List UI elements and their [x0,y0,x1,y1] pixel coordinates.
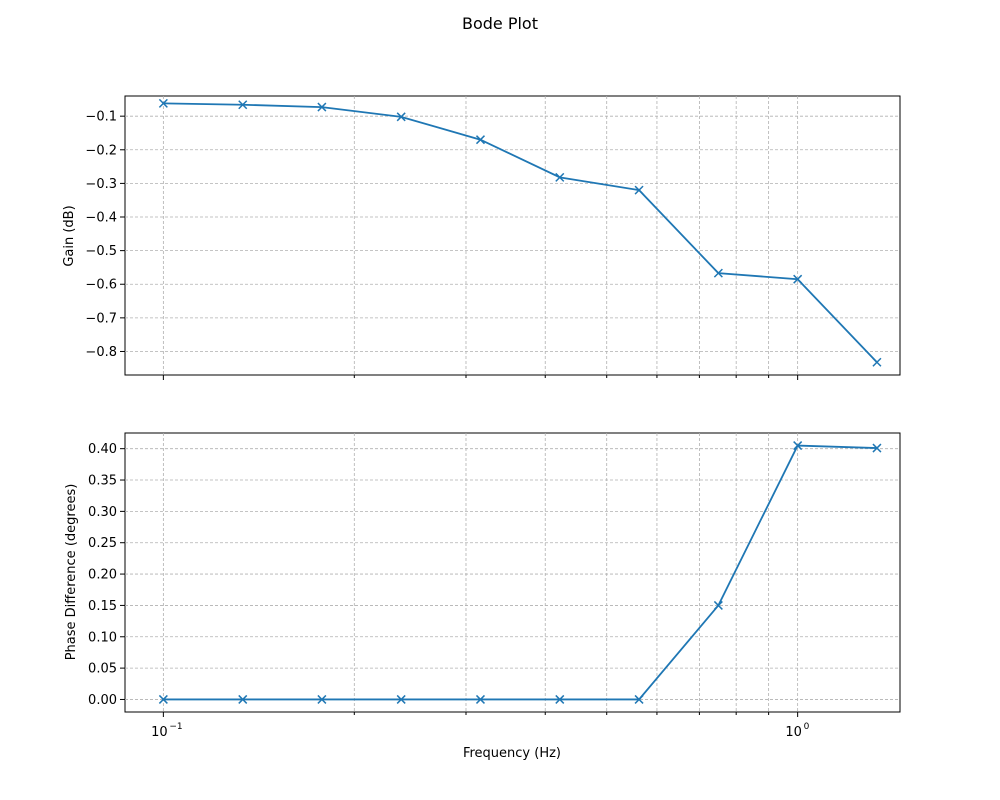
phase-x-tick-label: 10 [785,725,802,740]
gain-x-marker-stroke [475,135,486,145]
gain-grid [125,96,900,375]
phase-data-point [238,694,248,704]
phase-x-tick-exponent: 0 [804,722,810,732]
gain-data-point [713,268,723,278]
phase-data-point [475,694,486,704]
gain-data-point [317,102,327,112]
phase-plot-frame [124,432,901,713]
phase-y-tick-label: 0.20 [88,568,117,583]
phase-data-point [634,694,644,704]
gain-x-marker-stroke [634,185,644,195]
phase-y-tick-label: 0.35 [88,474,117,489]
gain-data-point [158,98,168,108]
phase-data-point [317,694,327,704]
phase-x-marker-stroke [317,694,327,704]
figure-title: Bode Plot [462,14,538,33]
phase-x-tick-exponent: −1 [169,722,182,732]
phase-x-marker-stroke [634,694,644,704]
phase-x-marker-stroke [793,441,803,451]
gain-x-marker-stroke [713,268,723,278]
gain-x-marker-stroke [158,98,168,108]
gain-series-line [163,102,878,363]
phase-y-tick-label: 0.15 [88,599,117,614]
gain-data-point [872,357,882,367]
gain-y-tick-label: −0.5 [85,244,117,259]
gain-y-axis-label: Gain (dB) [62,205,77,266]
phase-x-tick-label: 10 [151,725,168,740]
gain-y-tick-label: −0.7 [85,311,117,326]
phase-x-axis-label: Frequency (Hz) [463,746,561,761]
gain-data-point [793,274,803,284]
phase-data-point [396,694,406,704]
phase-x-marker-stroke [158,694,168,704]
phase-y-tick-label: 0.05 [88,662,117,677]
gain-x-marker-stroke [555,172,565,182]
phase-y-tick-label: 0.00 [88,693,117,708]
gain-plot-frame [124,95,901,376]
gain-series [158,98,882,367]
gain-x-marker-stroke [317,102,327,112]
phase-x-marker-stroke [713,600,723,610]
phase-y-axis-label: Phase Difference (degrees) [64,484,79,661]
gain-x-marker-stroke [872,357,882,367]
gain-y-tick-label: −0.3 [85,177,117,192]
phase-y-tick-label: 0.30 [88,505,117,520]
phase-y-tick-label: 0.25 [88,536,117,551]
phase-y-tick-label: 0.40 [88,442,117,457]
gain-data-point [238,100,248,110]
phase-x-marker-stroke [396,694,406,704]
phase-series [158,441,882,704]
gain-y-tick-label: −0.2 [85,143,117,158]
phase-grid [125,433,900,712]
gain-y-tick-label: −0.4 [85,211,117,226]
phase-data-point [793,441,803,451]
phase-y-tick-label: 0.10 [88,630,117,645]
phase-series-line [163,444,877,701]
phase-data-point [872,443,882,453]
gain-data-point [634,185,644,195]
phase-x-marker-stroke [555,694,565,704]
phase-x-marker-stroke [238,694,248,704]
gain-data-point [475,135,486,145]
gain-x-marker-stroke [396,112,406,122]
gain-data-point [555,172,565,182]
phase-x-marker-stroke [872,443,882,453]
gain-y-tick-label: −0.1 [85,110,117,125]
gain-plot-panel: −0.1 −0.2 −0.3 −0.4 −0.5 −0.6 −0.7 −0.8 Gain (d… [62,95,901,380]
gain-y-tick-label: −0.8 [85,345,117,360]
phase-data-point [158,694,168,704]
gain-x-marker-stroke [238,100,248,110]
phase-x-marker-stroke [475,694,486,704]
gain-data-point [396,112,406,122]
gain-y-tick-label: −0.6 [85,278,117,293]
phase-data-point [555,694,565,704]
gain-ticks: −0.1 −0.2 −0.3 −0.4 −0.5 −0.6 −0.7 −0.8 [85,110,799,380]
gain-x-marker-stroke [793,274,803,284]
phase-data-point [713,600,723,610]
